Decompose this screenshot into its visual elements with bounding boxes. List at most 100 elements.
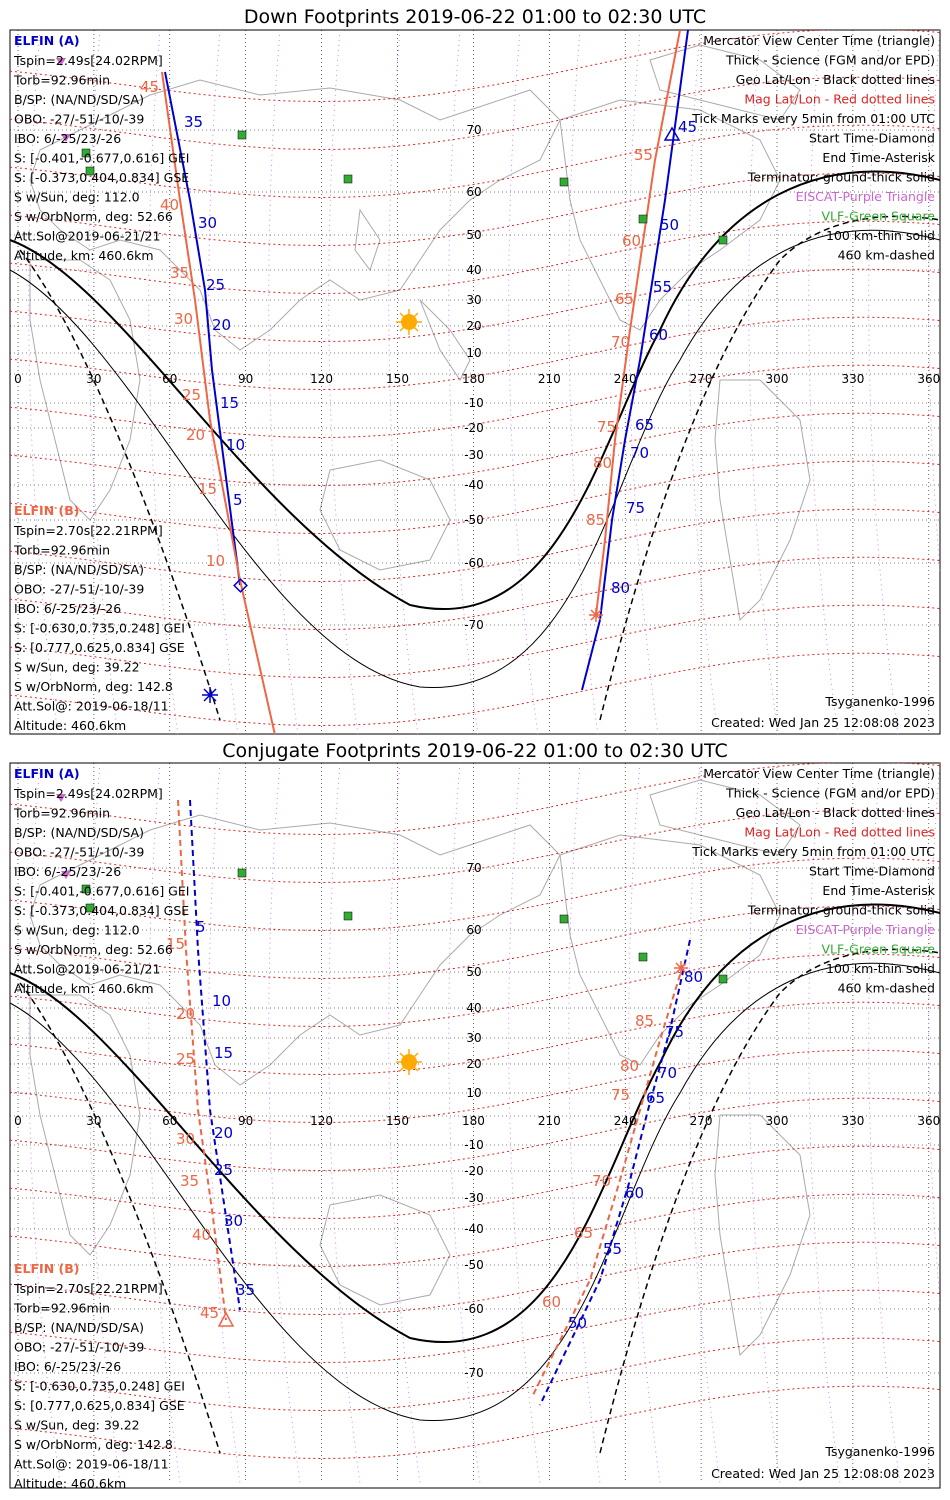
lon-tick-label: 0 bbox=[14, 1114, 22, 1128]
elfin-b-info-line: IBO: 6/-25/23/-26 bbox=[14, 601, 121, 616]
track-label-a: 35 bbox=[236, 1281, 255, 1299]
axis-tick-labels: 0 30 60 90 120 150 180 210 240 270 300 330 360 70 60 50… bbox=[14, 123, 940, 632]
vlf-station-marker bbox=[343, 174, 353, 184]
end-time-asterisk bbox=[589, 608, 603, 622]
track-label-b: 10 bbox=[206, 552, 225, 570]
elfin-b-info-line: Altitude: 460.6km bbox=[14, 1476, 126, 1491]
lon-tick-label: 150 bbox=[386, 1114, 409, 1128]
terminator-460km bbox=[19, 249, 221, 721]
lon-tick-label: 180 bbox=[462, 372, 485, 386]
lat-tick-label: -20 bbox=[464, 421, 484, 435]
vlf-station-marker bbox=[81, 148, 91, 158]
elfin-b-info-line: IBO: 6/-25/23/-26 bbox=[14, 1359, 121, 1374]
elfin-a-info-line: S w/Sun, deg: 112.0 bbox=[14, 190, 140, 205]
lon-tick-label: 300 bbox=[766, 372, 789, 386]
legend-entry: 100 km-thin solid bbox=[826, 961, 935, 976]
terminator-lines bbox=[10, 903, 940, 1454]
elfin-b-info-line: S: [-0.630,0.735,0.248] GEI bbox=[14, 621, 185, 636]
panel-title: Conjugate Footprints 2019-06-22 01:00 to… bbox=[222, 740, 728, 762]
geo-grid bbox=[10, 763, 940, 1483]
conjugate-footprints-panel: Conjugate Footprints 2019-06-22 01:00 to… bbox=[9, 740, 941, 1491]
mag-lat-line bbox=[10, 953, 940, 1028]
lon-tick-label: 360 bbox=[917, 372, 940, 386]
elfin-a-info-line: S w/Sun, deg: 112.0 bbox=[14, 923, 140, 938]
mag-lat-line bbox=[10, 76, 940, 151]
footprint-tracks bbox=[177, 799, 691, 1406]
mag-lat-line bbox=[10, 905, 940, 980]
track-label-b: 35 bbox=[170, 264, 189, 282]
track-label-a: 20 bbox=[212, 316, 231, 334]
track-label-a: 30 bbox=[198, 214, 217, 232]
lon-tick-label: 330 bbox=[841, 1114, 864, 1128]
lon-tick-label: 300 bbox=[766, 1114, 789, 1128]
elfin-b-info-line: Altitude: 460.6km bbox=[14, 718, 126, 733]
lat-tick-label: -50 bbox=[464, 513, 484, 527]
lon-tick-label: 120 bbox=[310, 1114, 333, 1128]
legend-entry: Mercator View Center Time (triangle) bbox=[703, 33, 935, 48]
mag-lon-line bbox=[748, 30, 779, 734]
lat-tick-label: 10 bbox=[466, 346, 481, 360]
track-label-b: 80 bbox=[620, 1057, 639, 1075]
lat-tick-label: 70 bbox=[466, 123, 481, 137]
vlf-station-marker bbox=[559, 177, 569, 187]
legend-entry: EISCAT-Purple Triangle bbox=[796, 189, 936, 204]
legend-entry: Tick Marks every 5min from 01:00 UTC bbox=[691, 844, 935, 859]
down-footprints-panel: Down Footprints 2019-06-22 01:00 to 02:3… bbox=[9, 6, 941, 735]
end-time-asterisk bbox=[202, 687, 218, 703]
elfin-a-info-line: Altitude, km: 460.6km bbox=[14, 981, 154, 996]
elfin-a-title: ELFIN (A) bbox=[14, 766, 80, 781]
legend-entry: Start Time-Diamond bbox=[809, 131, 935, 146]
track-label-b: 65 bbox=[574, 1224, 593, 1242]
elfin-b-title: ELFIN (B) bbox=[14, 503, 79, 518]
track-label-b: 30 bbox=[176, 1130, 195, 1148]
eiscat-marker bbox=[61, 134, 71, 142]
mag-lat-line bbox=[10, 809, 940, 884]
elfin-a-info-line: Torb=92.96min bbox=[13, 806, 110, 821]
lon-tick-label: 330 bbox=[841, 372, 864, 386]
mag-lon-line bbox=[688, 763, 721, 1484]
track-label-a: 70 bbox=[630, 444, 649, 462]
track-label-a: 60 bbox=[625, 1184, 644, 1202]
terminator-lines bbox=[10, 170, 940, 721]
lat-tick-label: -30 bbox=[464, 1191, 484, 1205]
mag-lat-line bbox=[10, 268, 940, 343]
legend-right: Mercator View Center Time (triangle) Thic… bbox=[691, 33, 936, 263]
legend-entry: 100 km-thin solid bbox=[826, 228, 935, 243]
mag-lat-line bbox=[10, 857, 940, 932]
elfin-b-info-line: B/SP: (NA/ND/SD/SA) bbox=[14, 1320, 144, 1335]
lat-tick-label: 50 bbox=[466, 965, 481, 979]
mag-lon-line bbox=[148, 30, 179, 734]
track-label-a: 10 bbox=[226, 436, 245, 454]
lon-tick-label: 90 bbox=[238, 372, 253, 386]
track-label-a: 15 bbox=[220, 394, 239, 412]
track-label-b: 40 bbox=[192, 1226, 211, 1244]
mag-lat-line bbox=[10, 460, 940, 535]
lat-tick-label: 30 bbox=[466, 293, 481, 307]
mag-lon-line bbox=[88, 763, 121, 1484]
track-label-b: 80 bbox=[593, 454, 612, 472]
lat-tick-label: 20 bbox=[466, 319, 481, 333]
lon-tick-label: 240 bbox=[614, 372, 637, 386]
lon-tick-label: 90 bbox=[238, 1114, 253, 1128]
lat-tick-label: 10 bbox=[466, 1086, 481, 1100]
vlf-station-marker bbox=[638, 214, 648, 224]
vlf-station-marker bbox=[638, 952, 648, 962]
track-label-a: 25 bbox=[214, 1161, 233, 1179]
elfin-b-east-track bbox=[532, 964, 684, 1396]
track-label-b: 35 bbox=[180, 1172, 199, 1190]
mag-lon-line bbox=[808, 30, 839, 734]
elfin-a-info-line: IBO: 6/-25/23/-26 bbox=[14, 864, 121, 879]
elfin-a-west-track bbox=[164, 71, 241, 586]
lon-tick-label: 360 bbox=[917, 1114, 940, 1128]
track-label-a: 10 bbox=[212, 992, 231, 1010]
track-label-b: 75 bbox=[611, 1086, 630, 1104]
lon-tick-label: 180 bbox=[462, 1114, 485, 1128]
mag-lon-line bbox=[808, 763, 841, 1484]
legend-entry: 460 km-dashed bbox=[838, 981, 935, 996]
lon-tick-label: 30 bbox=[86, 1114, 101, 1128]
elfin-a-info-line: OBO: -27/-51/-10/-39 bbox=[14, 112, 144, 127]
track-label-b: 15 bbox=[198, 480, 217, 498]
legend-entry: Mag Lat/Lon - Red dotted lines bbox=[744, 825, 935, 840]
elfin-a-west-track bbox=[189, 799, 241, 1311]
track-label-b: 85 bbox=[635, 1012, 654, 1030]
